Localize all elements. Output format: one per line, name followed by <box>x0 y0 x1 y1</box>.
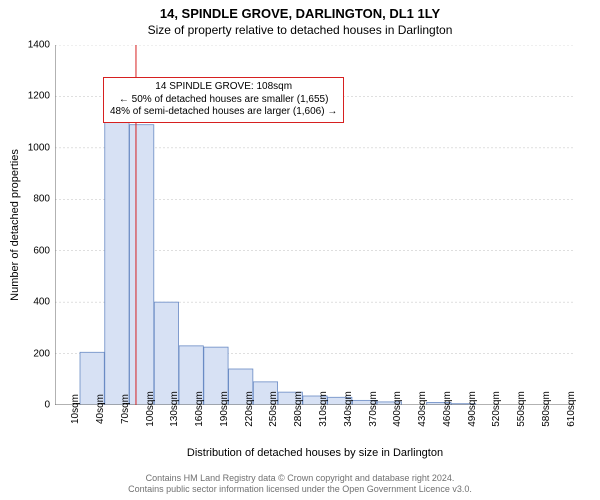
x-tick-label: 40sqm <box>95 394 106 424</box>
property-annotation: 14 SPINDLE GROVE: 108sqm ← 50% of detach… <box>103 77 344 123</box>
y-tick-label: 1200 <box>15 91 50 102</box>
x-tick-label: 610sqm <box>566 391 577 427</box>
y-tick-label: 0 <box>15 400 50 411</box>
x-axis-label: Distribution of detached houses by size … <box>55 447 575 459</box>
x-tick-label: 190sqm <box>219 391 230 427</box>
x-tick-label: 160sqm <box>194 391 205 427</box>
x-tick-label: 280sqm <box>293 391 304 427</box>
x-tick-label: 70sqm <box>120 394 131 424</box>
y-tick-label: 600 <box>15 245 50 256</box>
y-tick-label: 400 <box>15 297 50 308</box>
chart-subtitle: Size of property relative to detached ho… <box>0 21 600 37</box>
x-tick-label: 550sqm <box>516 391 527 427</box>
x-tick-label: 460sqm <box>442 391 453 427</box>
x-tick-label: 400sqm <box>392 391 403 427</box>
footer-text: Contains HM Land Registry data © Crown c… <box>0 473 600 496</box>
x-tick-label: 340sqm <box>343 391 354 427</box>
x-tick-label: 100sqm <box>145 391 156 427</box>
chart-container: 14, SPINDLE GROVE, DARLINGTON, DL1 1LY S… <box>0 0 600 500</box>
y-tick-label: 1400 <box>15 40 50 51</box>
x-tick-label: 220sqm <box>244 391 255 427</box>
chart-area: Number of detached properties 14 SPINDLE… <box>55 45 575 405</box>
footer-line2: Contains public sector information licen… <box>0 484 600 496</box>
annotation-line3: 48% of semi-detached houses are larger (… <box>110 106 337 119</box>
x-tick-label: 520sqm <box>491 391 502 427</box>
chart-title: 14, SPINDLE GROVE, DARLINGTON, DL1 1LY <box>0 0 600 21</box>
x-tick-label: 430sqm <box>417 391 428 427</box>
footer-line1: Contains HM Land Registry data © Crown c… <box>0 473 600 485</box>
y-tick-label: 800 <box>15 194 50 205</box>
x-tick-label: 310sqm <box>318 391 329 427</box>
y-axis-label: Number of detached properties <box>9 149 21 301</box>
x-tick-label: 490sqm <box>467 391 478 427</box>
x-tick-label: 580sqm <box>541 391 552 427</box>
annotation-line2: ← 50% of detached houses are smaller (1,… <box>110 94 337 107</box>
x-tick-label: 250sqm <box>268 391 279 427</box>
x-tick-label: 370sqm <box>368 391 379 427</box>
y-tick-label: 1000 <box>15 142 50 153</box>
x-tick-label: 130sqm <box>169 391 180 427</box>
annotation-line1: 14 SPINDLE GROVE: 108sqm <box>110 81 337 94</box>
y-tick-label: 200 <box>15 348 50 359</box>
x-tick-label: 10sqm <box>70 394 81 424</box>
